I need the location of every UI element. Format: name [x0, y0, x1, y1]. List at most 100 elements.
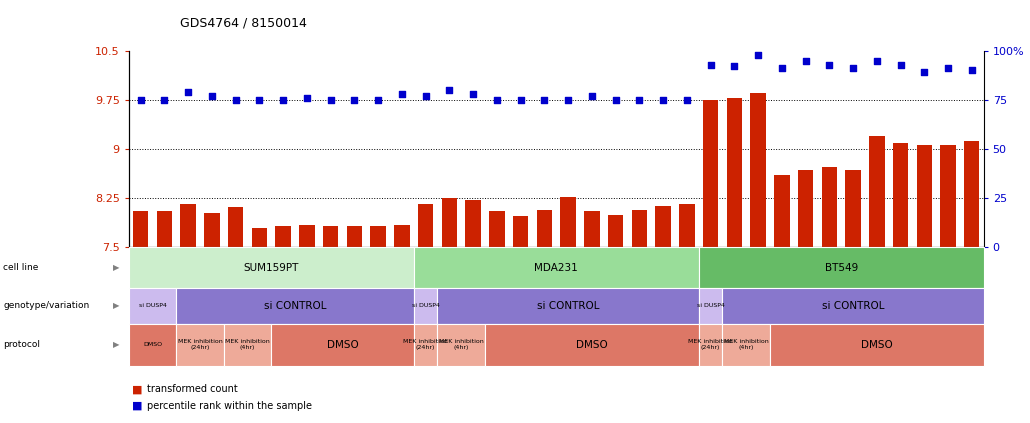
Bar: [584, 212, 599, 247]
Point: [963, 67, 980, 74]
Text: MEK inhibition
(24hr): MEK inhibition (24hr): [688, 339, 733, 350]
Bar: [347, 226, 363, 247]
Bar: [775, 176, 790, 247]
Text: ▶: ▶: [113, 301, 119, 310]
Bar: [537, 210, 552, 247]
Bar: [418, 203, 434, 247]
Bar: [940, 145, 956, 247]
Text: MEK inhibition
(24hr): MEK inhibition (24hr): [403, 339, 448, 350]
Bar: [299, 225, 314, 247]
Text: si CONTROL: si CONTROL: [537, 301, 599, 310]
Point: [228, 96, 244, 103]
Point: [346, 96, 363, 103]
Text: DMSO: DMSO: [576, 340, 608, 350]
Point: [821, 61, 837, 68]
Point: [774, 65, 790, 72]
Bar: [964, 141, 980, 247]
Bar: [394, 225, 410, 247]
Bar: [180, 203, 196, 247]
Point: [655, 96, 672, 103]
Text: DMSO: DMSO: [143, 342, 162, 347]
Text: MDA231: MDA231: [535, 263, 578, 272]
Point: [845, 65, 861, 72]
Text: DMSO: DMSO: [861, 340, 893, 350]
Text: MEK inhibition
(24hr): MEK inhibition (24hr): [177, 339, 222, 350]
Point: [180, 89, 197, 96]
Bar: [631, 210, 647, 247]
Text: SUM159PT: SUM159PT: [243, 263, 299, 272]
Bar: [750, 93, 765, 247]
Bar: [322, 226, 338, 247]
Bar: [371, 226, 386, 247]
Point: [797, 57, 814, 64]
Point: [939, 65, 956, 72]
Text: BT549: BT549: [825, 263, 858, 272]
Point: [299, 95, 315, 102]
Bar: [679, 203, 694, 247]
Point: [133, 96, 149, 103]
Bar: [846, 170, 861, 247]
Point: [157, 96, 173, 103]
Point: [584, 93, 600, 99]
Text: GDS4764 / 8150014: GDS4764 / 8150014: [180, 16, 307, 30]
Point: [892, 61, 908, 68]
Bar: [822, 168, 837, 247]
Text: genotype/variation: genotype/variation: [3, 301, 90, 310]
Text: protocol: protocol: [3, 340, 40, 349]
Bar: [893, 143, 908, 247]
Point: [560, 96, 577, 103]
Text: ■: ■: [132, 401, 142, 411]
Text: si DUSP4: si DUSP4: [412, 303, 440, 308]
Bar: [560, 197, 576, 247]
Point: [916, 69, 932, 76]
Bar: [726, 98, 742, 247]
Text: ▶: ▶: [113, 263, 119, 272]
Point: [322, 96, 339, 103]
Point: [631, 96, 648, 103]
Bar: [133, 212, 148, 247]
Bar: [702, 100, 718, 247]
Point: [441, 87, 457, 93]
Bar: [608, 215, 623, 247]
Bar: [798, 170, 814, 247]
Bar: [466, 200, 481, 247]
Point: [251, 96, 268, 103]
Bar: [655, 206, 671, 247]
Bar: [251, 228, 267, 247]
Text: MEK inhibition
(4hr): MEK inhibition (4hr): [439, 339, 484, 350]
Bar: [228, 207, 243, 247]
Point: [608, 96, 624, 103]
Text: ■: ■: [132, 384, 142, 394]
Point: [536, 96, 552, 103]
Bar: [442, 198, 457, 247]
Bar: [275, 226, 290, 247]
Bar: [869, 136, 885, 247]
Text: si CONTROL: si CONTROL: [264, 301, 327, 310]
Text: MEK inhibition
(4hr): MEK inhibition (4hr): [226, 339, 270, 350]
Text: transformed count: transformed count: [147, 384, 238, 394]
Point: [512, 96, 528, 103]
Bar: [204, 213, 219, 247]
Text: percentile rank within the sample: percentile rank within the sample: [147, 401, 312, 411]
Point: [488, 96, 505, 103]
Point: [726, 63, 743, 70]
Point: [417, 93, 434, 99]
Point: [204, 93, 220, 99]
Text: DMSO: DMSO: [327, 340, 358, 350]
Point: [868, 57, 885, 64]
Bar: [917, 145, 932, 247]
Text: MEK inhibition
(4hr): MEK inhibition (4hr): [724, 339, 768, 350]
Point: [275, 96, 291, 103]
Point: [465, 91, 481, 97]
Point: [370, 96, 386, 103]
Point: [393, 91, 410, 97]
Text: ▶: ▶: [113, 340, 119, 349]
Bar: [157, 212, 172, 247]
Text: si CONTROL: si CONTROL: [822, 301, 885, 310]
Point: [750, 51, 766, 58]
Point: [679, 96, 695, 103]
Bar: [489, 212, 505, 247]
Text: si DUSP4: si DUSP4: [696, 303, 724, 308]
Text: si DUSP4: si DUSP4: [139, 303, 167, 308]
Point: [702, 61, 719, 68]
